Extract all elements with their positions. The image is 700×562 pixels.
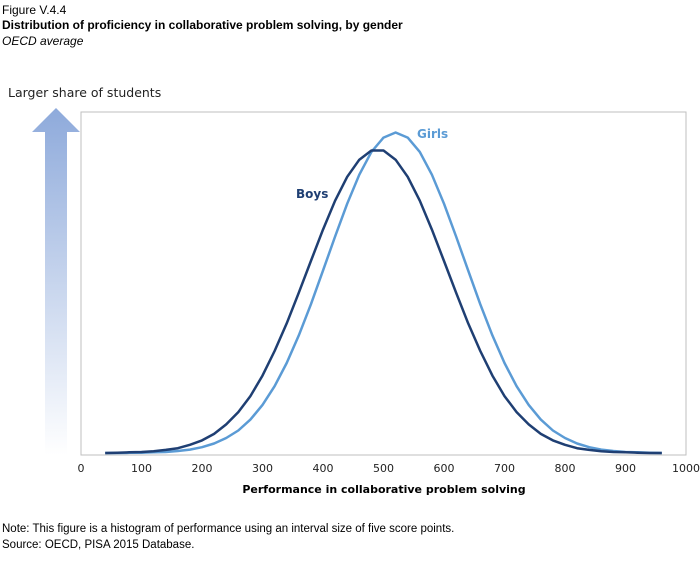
- x-tick-label: 0: [78, 462, 85, 475]
- x-tick-label: 900: [615, 462, 636, 475]
- x-tick-label: 500: [373, 462, 394, 475]
- x-axis-title: Performance in collaborative problem sol…: [242, 483, 525, 496]
- up-arrow-icon: [32, 108, 80, 455]
- x-tick-label: 100: [131, 462, 152, 475]
- x-tick-label: 700: [494, 462, 515, 475]
- footnote: Note: This figure is a histogram of perf…: [2, 523, 455, 535]
- y-axis-label: Larger share of students: [8, 85, 162, 100]
- x-tick-label: 800: [555, 462, 576, 475]
- x-tick-label: 600: [434, 462, 455, 475]
- x-tick-label: 1000: [672, 462, 700, 475]
- chart-subtitle: OECD average: [2, 34, 84, 48]
- x-tick-label: 400: [313, 462, 334, 475]
- series-label-girls: Girls: [417, 127, 448, 141]
- chart-title: Distribution of proficiency in collabora…: [2, 18, 403, 32]
- figure-label: Figure V.4.4: [2, 3, 67, 17]
- x-tick-label: 200: [192, 462, 213, 475]
- series-line-boys: [105, 149, 662, 455]
- source-note: Source: OECD, PISA 2015 Database.: [2, 539, 195, 551]
- series-line-girls: [105, 131, 662, 455]
- x-tick-label: 300: [252, 462, 273, 475]
- chart: 0 100 200 300 400 500 600 700 800 900 1000 Perform…: [32, 108, 700, 496]
- series-label-boys: Boys: [296, 187, 328, 201]
- plot-area: [80, 111, 687, 456]
